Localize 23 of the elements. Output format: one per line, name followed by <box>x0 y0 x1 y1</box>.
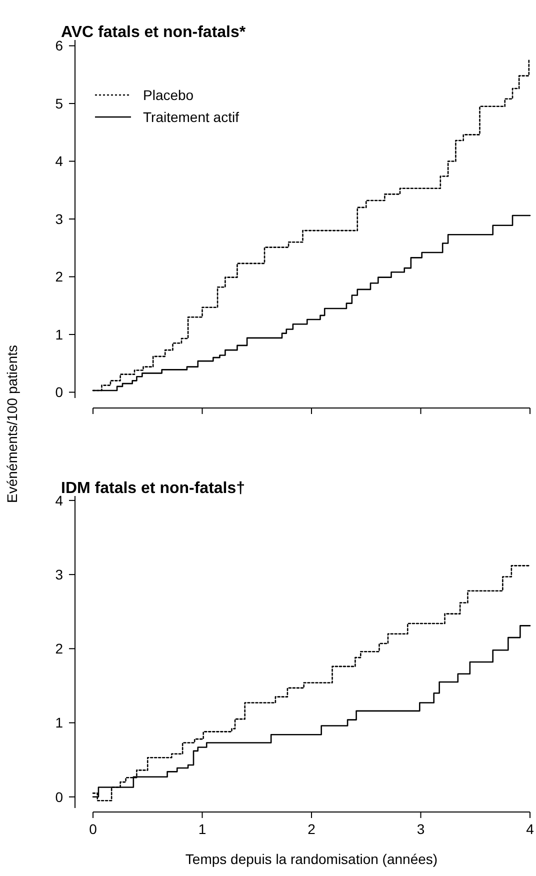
y-tick-label: 0 <box>55 384 64 400</box>
y-tick-label: 3 <box>55 210 64 227</box>
x-tick-label: 3 <box>416 821 425 837</box>
y-tick-label: 1 <box>55 326 64 342</box>
y-tick-label: 2 <box>55 640 64 657</box>
chart-title: IDM fatals et non-fatals† <box>61 480 246 497</box>
y-tick-label: 6 <box>55 38 64 54</box>
chart-title: AVC fatals et non-fatals* <box>61 24 246 41</box>
y-tick-label: 1 <box>55 714 64 731</box>
y-tick-label: 4 <box>55 492 64 508</box>
x-tick-label: 1 <box>198 821 206 837</box>
y-axis-title: Evénéments/100 patients <box>4 345 20 503</box>
legend-label: Placebo <box>143 86 194 103</box>
x-tick-label: 4 <box>526 821 534 837</box>
x-tick-label: 0 <box>89 821 98 837</box>
x-tick-label: 2 <box>308 821 316 837</box>
legend-label: Traitement actif <box>143 108 240 125</box>
y-tick-label: 0 <box>55 788 64 805</box>
x-axis-title: Temps depuis la randomisation (années) <box>185 851 438 867</box>
y-tick-label: 4 <box>55 153 64 170</box>
y-tick-label: 3 <box>55 566 64 582</box>
y-tick-label: 5 <box>55 95 64 112</box>
y-tick-label: 2 <box>55 268 64 285</box>
